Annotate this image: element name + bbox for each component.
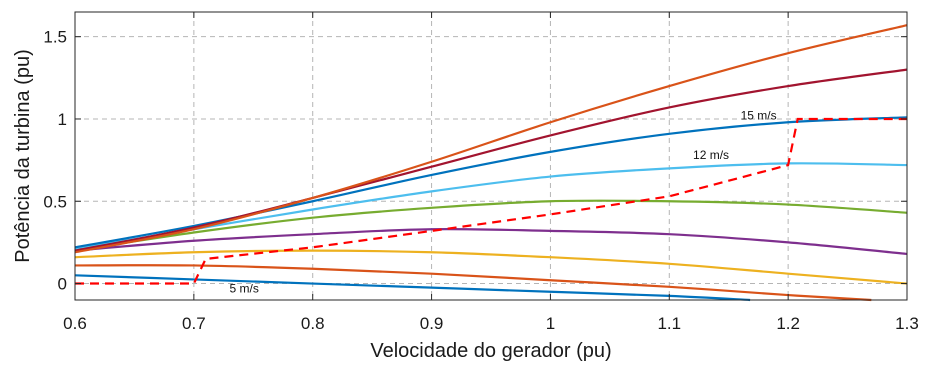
x-tick-label: 1.2 bbox=[776, 314, 800, 333]
annotation-label: 5 m/s bbox=[230, 281, 259, 295]
tick-labels: 0.6 0.7 0.8 0.9 1 1.1 1.2 1.3 0 0.5 1 1.5 bbox=[43, 28, 918, 333]
ticks bbox=[74, 12, 908, 300]
power-curve-8 bbox=[74, 24, 908, 254]
y-axis-label: Potência da turbina (pu) bbox=[12, 49, 34, 262]
annotations: 15 m/s 12 m/s 5 m/s bbox=[230, 109, 777, 296]
plot-frame bbox=[74, 11, 908, 301]
y-tick-label: 0 bbox=[58, 275, 67, 294]
x-tick-label: 1.3 bbox=[895, 314, 919, 333]
power-curve-0 bbox=[74, 274, 751, 302]
power-curve-5 bbox=[74, 162, 908, 251]
x-tick-label: 1.1 bbox=[657, 314, 681, 333]
power-curve-3 bbox=[74, 228, 908, 256]
x-axis-label: Velocidade do gerador (pu) bbox=[370, 340, 611, 362]
x-tick-label: 0.9 bbox=[420, 314, 444, 333]
x-tick-label: 0.7 bbox=[182, 314, 206, 333]
power-curve-4 bbox=[74, 199, 908, 252]
power-curve-2 bbox=[74, 249, 908, 285]
annotation-label: 12 m/s bbox=[693, 148, 729, 162]
power-curve-7 bbox=[74, 68, 908, 252]
y-tick-label: 1 bbox=[58, 110, 67, 129]
x-tick-label: 0.6 bbox=[63, 314, 87, 333]
x-tick-label: 0.8 bbox=[301, 314, 325, 333]
power-curve-1 bbox=[74, 264, 872, 302]
x-tick-label: 1 bbox=[546, 314, 555, 333]
y-tick-label: 1.5 bbox=[43, 28, 67, 47]
grid bbox=[75, 12, 907, 300]
curves bbox=[74, 24, 908, 302]
annotation-label: 15 m/s bbox=[741, 109, 777, 123]
y-tick-label: 0.5 bbox=[43, 192, 67, 211]
